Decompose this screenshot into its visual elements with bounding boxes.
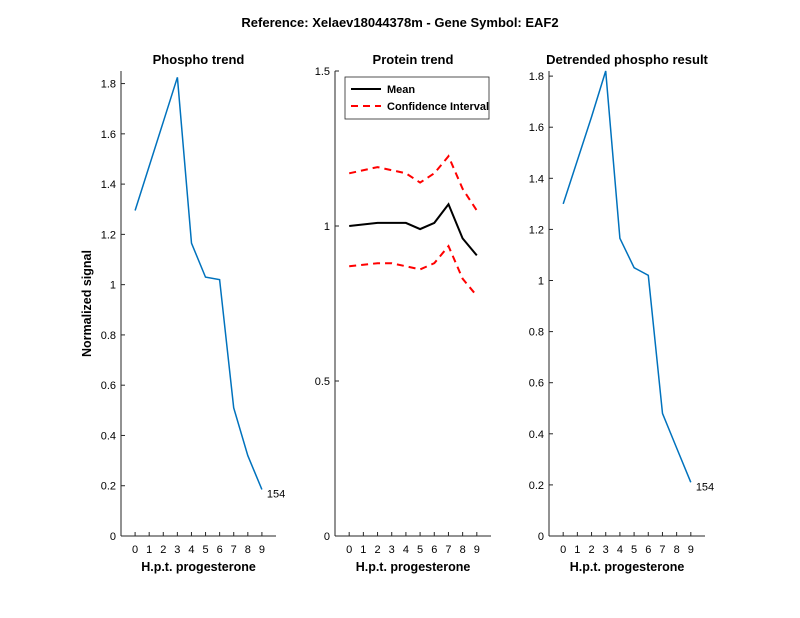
x-tick-label: 8 [245,544,251,556]
y-tick-label: 0.8 [529,327,544,339]
legend-box [344,76,490,120]
y-axis-label: Normalized signal [80,250,94,357]
end-annotation: 154 [267,489,285,501]
x-tick-label: 7 [445,544,451,556]
series-line-1 [349,202,478,257]
legend-label: Confidence Interval [387,101,489,113]
x-tick-label: 9 [259,544,265,556]
y-tick-label: 0.5 [315,376,330,388]
y-tick-label: 1.4 [101,179,116,191]
x-tick-label: 1 [574,544,580,556]
panel-title: Phospho trend [153,52,245,67]
y-tick-label: 0.2 [529,480,544,492]
x-tick-label: 6 [217,544,223,556]
x-tick-label: 1 [360,544,366,556]
x-tick-label: 0 [560,544,566,556]
x-tick-label: 2 [374,544,380,556]
series-line-1 [562,70,692,483]
y-tick-label: 0.2 [101,481,116,493]
y-tick-label: 0.4 [529,429,544,441]
series-line-2 [348,154,478,212]
x-tick-label: 3 [389,544,395,556]
x-tick-label: 3 [603,544,609,556]
x-axis-label: H.p.t. progesterone [570,560,685,574]
x-tick-label: 2 [588,544,594,556]
x-tick-label: 3 [174,544,180,556]
y-tick-label: 1 [324,221,330,233]
y-tick-label: 0.8 [101,330,116,342]
y-tick-label: 0.6 [529,378,544,390]
y-tick-label: 1.8 [101,79,116,91]
series-line-3 [349,244,478,297]
x-tick-label: 4 [403,544,409,556]
y-tick-label: 1.2 [529,224,544,236]
y-tick-label: 1 [538,276,544,288]
y-tick-label: 0.6 [101,380,116,392]
y-tick-label: 1 [110,280,116,292]
y-tick-label: 0 [538,531,544,543]
x-tick-label: 4 [188,544,194,556]
x-tick-label: 9 [688,544,694,556]
y-tick-label: 1.6 [529,122,544,134]
x-tick-label: 5 [417,544,423,556]
legend-label: Mean [387,84,415,96]
y-tick-label: 0 [324,531,330,543]
chart-panel-3: 00.20.40.60.811.21.41.61.80 1 2 3 4 5 6 7 8 9Detr… [529,52,714,574]
panel-title: Detrended phospho result [546,52,708,67]
y-tick-label: 1.4 [529,173,544,185]
x-tick-label: 6 [645,544,651,556]
x-tick-label: 8 [674,544,680,556]
y-tick-label: 1.2 [101,229,116,241]
y-tick-label: 1.8 [529,71,544,83]
panel-title: Protein trend [373,52,454,67]
figure-suptitle: Reference: Xelaev18044378m - Gene Symbol… [241,15,558,30]
y-tick-label: 1.6 [101,129,116,141]
end-annotation: 154 [696,481,714,493]
legend: Mean Confidence Interval [344,76,490,120]
x-tick-label: 9 [474,544,480,556]
y-tick-label: 0.4 [101,430,116,442]
x-tick-label: 4 [617,544,623,556]
chart-panel-1: 00.20.40.60.811.21.41.61.80 1 2 3 4 5 6 7 8 9Phos… [80,52,285,574]
x-tick-label: 7 [659,544,665,556]
x-axis-label: H.p.t. progesterone [141,560,256,574]
y-tick-label: 0 [110,531,116,543]
x-tick-label: 0 [346,544,352,556]
x-tick-label: 5 [631,544,637,556]
series-line-1 [134,77,263,490]
x-axis-label: H.p.t. progesterone [356,560,471,574]
y-tick-label: 1.5 [315,66,330,78]
x-tick-label: 0 [132,544,138,556]
x-tick-label: 6 [431,544,437,556]
x-tick-label: 7 [231,544,237,556]
x-tick-label: 2 [160,544,166,556]
x-tick-label: 1 [146,544,152,556]
x-tick-label: 5 [202,544,208,556]
x-tick-label: 8 [460,544,466,556]
